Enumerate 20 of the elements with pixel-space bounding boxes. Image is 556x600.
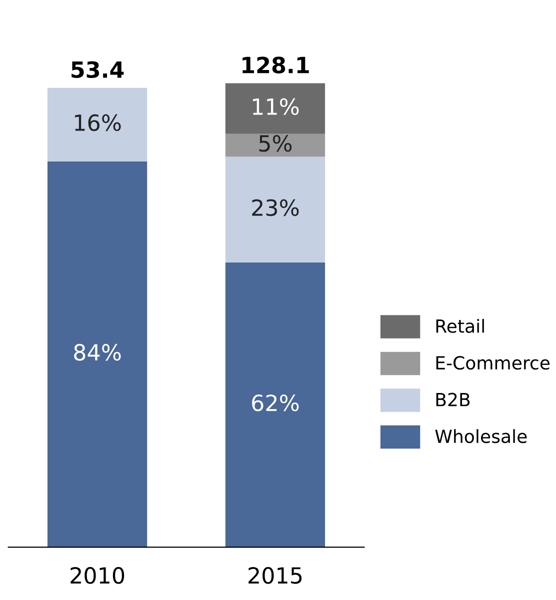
bar [225,134,326,157]
bar [225,262,326,548]
x-tick-label: 2010 [70,567,124,584]
data-label: 11% [252,98,299,116]
legend-label: E-Commerce [436,356,550,370]
legend-label: Wholesale [435,429,527,444]
data-label: 16% [75,114,121,132]
bar [47,88,148,162]
legend-label: B2B [436,392,470,406]
text: 53.4 [72,61,124,78]
legend-label: Retail [436,318,484,333]
bar [47,161,148,548]
x-tick-label: 2015 [248,567,302,584]
data-label: 62% [252,394,299,412]
data-label: 23% [252,199,299,216]
bar [225,156,326,262]
data-label: 84% [74,344,121,361]
bar [225,83,326,134]
data-label: 5% [259,134,292,152]
text: 128.1 [242,56,309,74]
